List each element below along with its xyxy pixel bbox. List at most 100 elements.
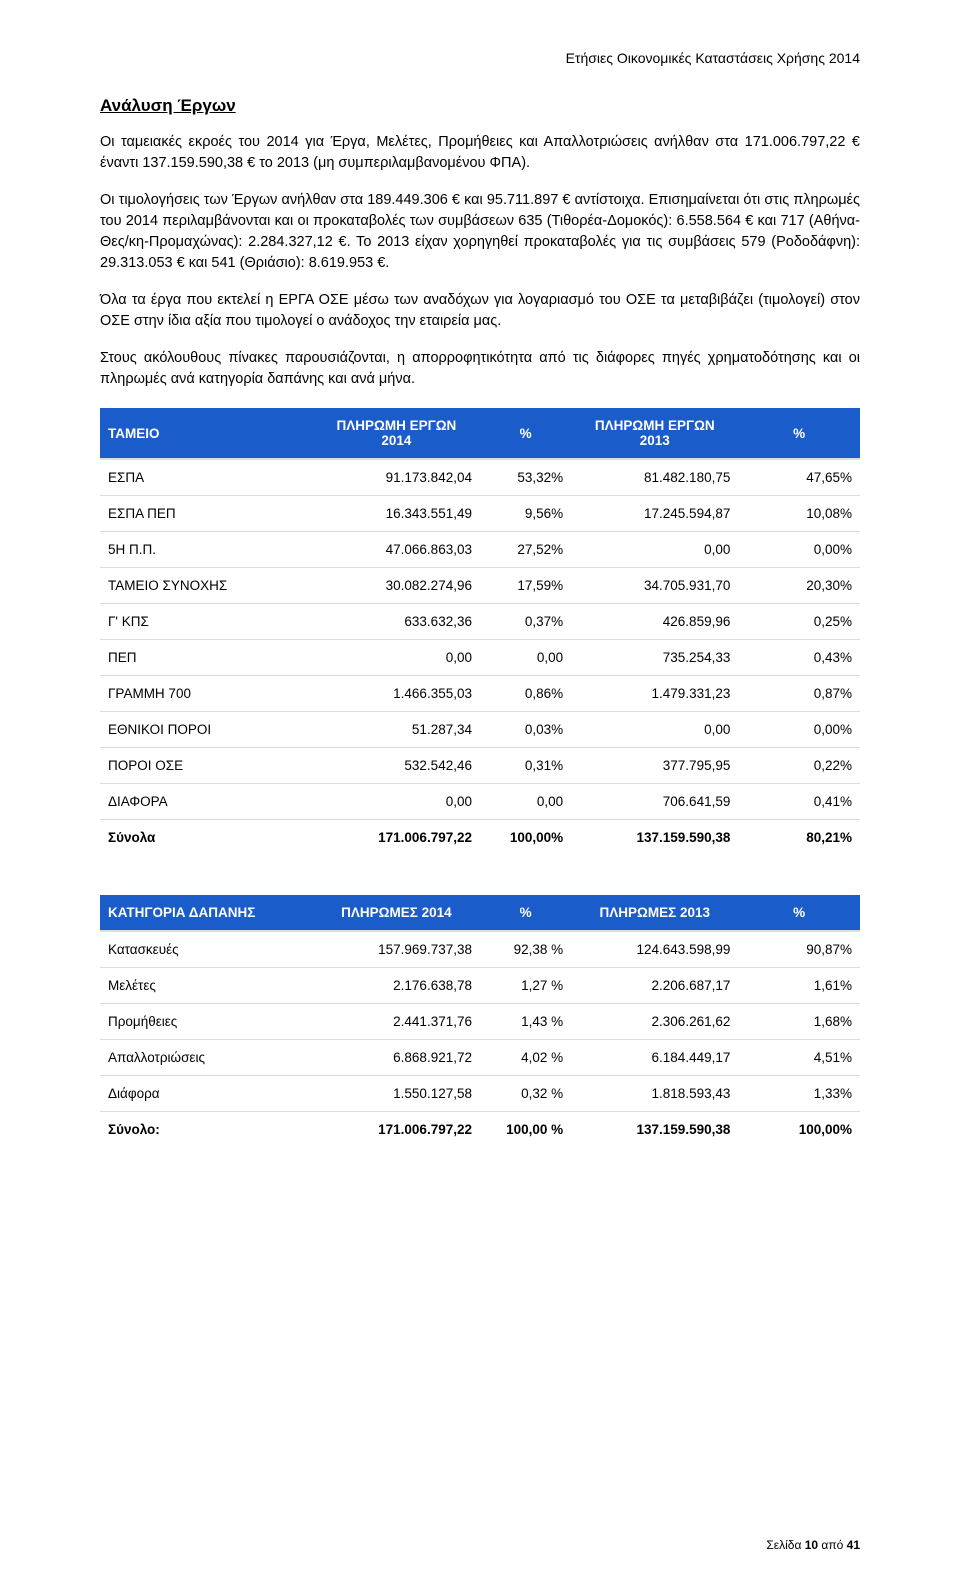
table-cell: 137.159.590,38 bbox=[571, 1112, 738, 1148]
table-cell: 92,38 % bbox=[480, 931, 571, 968]
table-cell: 0,87% bbox=[738, 676, 860, 712]
table-cell: 27,52% bbox=[480, 532, 571, 568]
doc-header: Ετήσιες Οικονομικές Καταστάσεις Χρήσης 2… bbox=[100, 50, 860, 66]
table-cell: 1,27 % bbox=[480, 968, 571, 1004]
table-cell: 80,21% bbox=[738, 820, 860, 856]
table-cell: 0,22% bbox=[738, 748, 860, 784]
table-cell: 0,37% bbox=[480, 604, 571, 640]
table-cell: Διάφορα bbox=[100, 1076, 313, 1112]
table-cell: ΠΟΡΟΙ ΟΣΕ bbox=[100, 748, 313, 784]
table-cell: 532.542,46 bbox=[313, 748, 480, 784]
table-row: ΓΡΑΜΜΗ 7001.466.355,030,86%1.479.331,230… bbox=[100, 676, 860, 712]
table-cell: 1,43 % bbox=[480, 1004, 571, 1040]
table-header: % bbox=[738, 408, 860, 459]
table-row: ΕΣΠΑ ΠΕΠ16.343.551,499,56%17.245.594,871… bbox=[100, 496, 860, 532]
table-cell: Προμήθειες bbox=[100, 1004, 313, 1040]
table-cell: 137.159.590,38 bbox=[571, 820, 738, 856]
table-cell: 47.066.863,03 bbox=[313, 532, 480, 568]
paragraph-4: Στους ακόλουθους πίνακες παρουσιάζονται,… bbox=[100, 348, 860, 390]
table-cell: 9,56% bbox=[480, 496, 571, 532]
table-cell: 100,00 % bbox=[480, 1112, 571, 1148]
table-cell: 2.176.638,78 bbox=[313, 968, 480, 1004]
table-cell: 1.550.127,58 bbox=[313, 1076, 480, 1112]
table-cell: Απαλλοτριώσεις bbox=[100, 1040, 313, 1076]
table-cell: 0,41% bbox=[738, 784, 860, 820]
table-row: ΔΙΑΦΟΡΑ0,000,00706.641,590,41% bbox=[100, 784, 860, 820]
table-cell: 633.632,36 bbox=[313, 604, 480, 640]
table-cell: 0,00 bbox=[571, 532, 738, 568]
table-cell: Σύνολο: bbox=[100, 1112, 313, 1148]
table-cell: 1,33% bbox=[738, 1076, 860, 1112]
table-cell: 171.006.797,22 bbox=[313, 820, 480, 856]
table-row: Μελέτες2.176.638,781,27 %2.206.687,171,6… bbox=[100, 968, 860, 1004]
table-cell: ΤΑΜΕΙΟ ΣΥΝΟΧΗΣ bbox=[100, 568, 313, 604]
table-cell: Γ' ΚΠΣ bbox=[100, 604, 313, 640]
table-header: ΠΛΗΡΩΜΗ ΕΡΓΩΝ 2014 bbox=[313, 408, 480, 459]
table-row: Κατασκευές157.969.737,3892,38 %124.643.5… bbox=[100, 931, 860, 968]
table-header: ΠΛΗΡΩΜΗ ΕΡΓΩΝ 2013 bbox=[571, 408, 738, 459]
table-total-row: Σύνολα171.006.797,22100,00%137.159.590,3… bbox=[100, 820, 860, 856]
table-cell: 0,00% bbox=[738, 532, 860, 568]
footer-total: 41 bbox=[847, 1538, 860, 1552]
table-cell: 0,00 bbox=[480, 784, 571, 820]
table-cell: Μελέτες bbox=[100, 968, 313, 1004]
table-cell: 1.818.593,43 bbox=[571, 1076, 738, 1112]
table-cell: 0,00 bbox=[313, 784, 480, 820]
table-header: % bbox=[738, 895, 860, 931]
table-row: ΕΣΠΑ91.173.842,0453,32%81.482.180,7547,6… bbox=[100, 459, 860, 496]
table-cell: 0,43% bbox=[738, 640, 860, 676]
table-cell: 34.705.931,70 bbox=[571, 568, 738, 604]
footer-mid: από bbox=[818, 1538, 847, 1552]
table-cell: 0,03% bbox=[480, 712, 571, 748]
table-cell: 157.969.737,38 bbox=[313, 931, 480, 968]
table-cell: 1,68% bbox=[738, 1004, 860, 1040]
table-total-row: Σύνολο:171.006.797,22100,00 %137.159.590… bbox=[100, 1112, 860, 1148]
table-cell: 100,00% bbox=[738, 1112, 860, 1148]
table-cell: ΔΙΑΦΟΡΑ bbox=[100, 784, 313, 820]
table-cell: 16.343.551,49 bbox=[313, 496, 480, 532]
table-header: % bbox=[480, 408, 571, 459]
table-row: ΠΕΠ0,000,00735.254,330,43% bbox=[100, 640, 860, 676]
table-cell: ΕΘΝΙΚΟΙ ΠΟΡΟΙ bbox=[100, 712, 313, 748]
table-cell: 20,30% bbox=[738, 568, 860, 604]
table-header: ΤΑΜΕΙΟ bbox=[100, 408, 313, 459]
table-cell: 0,32 % bbox=[480, 1076, 571, 1112]
table-cell: Κατασκευές bbox=[100, 931, 313, 968]
section-title: Ανάλυση Έργων bbox=[100, 96, 860, 116]
table-cell: 124.643.598,99 bbox=[571, 931, 738, 968]
table-cell: ΕΣΠΑ bbox=[100, 459, 313, 496]
table-row: Απαλλοτριώσεις6.868.921,724,02 %6.184.44… bbox=[100, 1040, 860, 1076]
expense-category-table: ΚΑΤΗΓΟΡΙΑ ΔΑΠΑΝΗΣΠΛΗΡΩΜΕΣ 2014%ΠΛΗΡΩΜΕΣ … bbox=[100, 895, 860, 1147]
table-cell: 735.254,33 bbox=[571, 640, 738, 676]
table-header: ΠΛΗΡΩΜΕΣ 2014 bbox=[313, 895, 480, 931]
table-cell: 17.245.594,87 bbox=[571, 496, 738, 532]
page-footer: Σελίδα 10 από 41 bbox=[766, 1538, 860, 1552]
table-row: Γ' ΚΠΣ633.632,360,37%426.859,960,25% bbox=[100, 604, 860, 640]
table-cell: Σύνολα bbox=[100, 820, 313, 856]
table-row: Διάφορα1.550.127,580,32 %1.818.593,431,3… bbox=[100, 1076, 860, 1112]
table-cell: 1,61% bbox=[738, 968, 860, 1004]
table-cell: 1.466.355,03 bbox=[313, 676, 480, 712]
footer-prefix: Σελίδα bbox=[766, 1538, 804, 1552]
table-cell: 1.479.331,23 bbox=[571, 676, 738, 712]
table-header: % bbox=[480, 895, 571, 931]
table-cell: 2.441.371,76 bbox=[313, 1004, 480, 1040]
table-cell: 10,08% bbox=[738, 496, 860, 532]
table-cell: ΕΣΠΑ ΠΕΠ bbox=[100, 496, 313, 532]
funding-table: ΤΑΜΕΙΟΠΛΗΡΩΜΗ ΕΡΓΩΝ 2014%ΠΛΗΡΩΜΗ ΕΡΓΩΝ 2… bbox=[100, 408, 860, 855]
table-cell: 171.006.797,22 bbox=[313, 1112, 480, 1148]
table-cell: 4,51% bbox=[738, 1040, 860, 1076]
table-cell: 90,87% bbox=[738, 931, 860, 968]
table-cell: 0,00 bbox=[313, 640, 480, 676]
table-cell: 81.482.180,75 bbox=[571, 459, 738, 496]
table-cell: 0,25% bbox=[738, 604, 860, 640]
table-row: Προμήθειες2.441.371,761,43 %2.306.261,62… bbox=[100, 1004, 860, 1040]
table-cell: 426.859,96 bbox=[571, 604, 738, 640]
table-row: ΤΑΜΕΙΟ ΣΥΝΟΧΗΣ30.082.274,9617,59%34.705.… bbox=[100, 568, 860, 604]
table-cell: ΠΕΠ bbox=[100, 640, 313, 676]
table-cell: 91.173.842,04 bbox=[313, 459, 480, 496]
table-cell: 2.306.261,62 bbox=[571, 1004, 738, 1040]
paragraph-1: Οι ταμειακές εκροές του 2014 για Έργα, Μ… bbox=[100, 132, 860, 174]
table-cell: 30.082.274,96 bbox=[313, 568, 480, 604]
table-cell: 6.868.921,72 bbox=[313, 1040, 480, 1076]
